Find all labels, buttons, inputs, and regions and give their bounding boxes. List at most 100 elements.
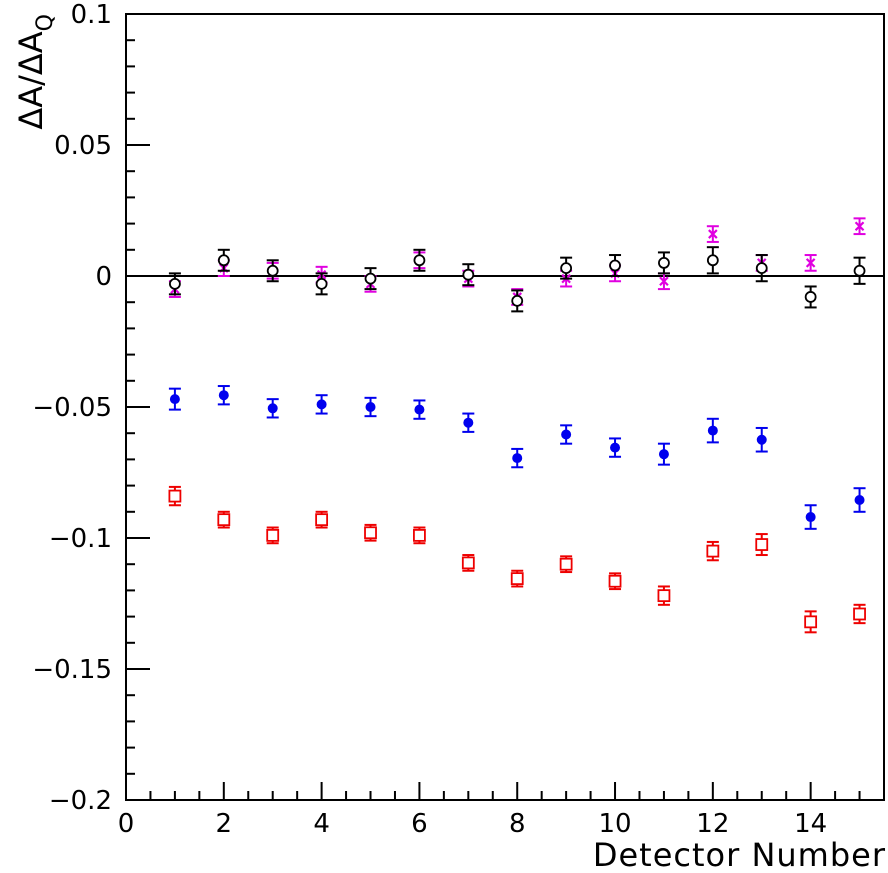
data-point	[413, 248, 426, 272]
marker-open-circle	[511, 294, 524, 307]
x-tick-label: 4	[313, 809, 330, 839]
data-point	[853, 217, 866, 236]
y-axis-label: ΔA/ΔAQ	[12, 14, 58, 130]
y-axis-label-subscript: Q	[33, 14, 58, 31]
marker-open-circle	[706, 254, 719, 267]
data-point	[804, 285, 817, 309]
marker-filled-circle	[561, 429, 572, 440]
marker-open-square	[804, 615, 818, 629]
marker-cross	[854, 221, 865, 231]
series-open-circle	[168, 246, 866, 313]
data-point	[168, 272, 181, 296]
series-filled-circle	[168, 385, 866, 530]
data-point	[461, 554, 475, 572]
x-axis-label: Detector Number	[593, 836, 886, 873]
axis-ticks	[125, 13, 885, 801]
marker-open-square	[559, 557, 573, 571]
data-point	[755, 426, 768, 453]
y-tick-label: 0.1	[71, 0, 112, 30]
marker-open-circle	[217, 254, 230, 267]
marker-open-circle	[364, 272, 377, 285]
marker-open-circle	[755, 262, 768, 275]
marker-filled-circle	[658, 449, 669, 460]
y-axis-label-main: ΔA/ΔA	[12, 31, 50, 129]
x-tick-label: 14	[794, 809, 827, 839]
y-tick-label: −0.05	[32, 393, 112, 423]
marker-open-circle	[560, 262, 573, 275]
data-point	[706, 540, 720, 562]
marker-open-square	[853, 607, 866, 621]
data-point	[706, 417, 719, 444]
plot-frame	[125, 13, 885, 801]
data-point	[657, 585, 671, 606]
marker-cross	[659, 276, 669, 287]
marker-cross	[708, 229, 718, 239]
marker-open-square	[413, 528, 426, 542]
marker-open-square	[608, 574, 622, 588]
data-point	[413, 399, 426, 420]
marker-open-circle	[169, 277, 181, 290]
data-point	[413, 526, 426, 545]
marker-open-square	[364, 526, 377, 540]
data-point	[804, 610, 818, 634]
y-tick-labels: 0.1 0.05 0 −0.05 −0.1 −0.15 −0.2	[32, 0, 112, 816]
data-point	[608, 572, 622, 591]
data-point	[706, 246, 719, 275]
x-tick-label: 8	[509, 809, 526, 839]
x-tick-label: 2	[216, 809, 233, 839]
marker-open-circle	[658, 256, 670, 269]
data-point	[657, 251, 670, 275]
x-tick-label: 0	[118, 809, 135, 839]
data-point	[315, 510, 329, 529]
marker-filled-circle	[805, 512, 816, 523]
data-point	[364, 523, 377, 542]
data-point	[364, 396, 377, 418]
data-point	[609, 254, 622, 277]
marker-filled-circle	[463, 417, 474, 428]
series-open-square	[168, 485, 866, 634]
marker-open-square	[755, 538, 769, 551]
data-point	[559, 555, 573, 574]
x-tick-labels: 0 2 4 6 8 10 12 14	[118, 809, 827, 839]
data-points	[168, 217, 866, 634]
y-tick-label: 0.05	[54, 131, 112, 161]
y-tick-label: 0	[95, 262, 112, 292]
data-point	[511, 289, 524, 313]
marker-filled-circle	[218, 390, 229, 401]
data-point	[168, 485, 182, 507]
marker-open-square	[510, 572, 524, 586]
marker-open-square	[168, 489, 182, 503]
marker-filled-circle	[267, 403, 278, 414]
marker-open-circle	[853, 264, 866, 277]
marker-filled-circle	[610, 442, 621, 453]
data-point	[217, 385, 230, 406]
data-point	[266, 398, 279, 419]
marker-filled-circle	[756, 434, 767, 445]
data-point	[853, 487, 866, 513]
data-point	[853, 256, 866, 285]
data-point	[755, 533, 769, 557]
data-point	[364, 267, 377, 291]
marker-filled-circle	[512, 453, 523, 464]
data-point	[510, 569, 524, 588]
data-point	[853, 603, 866, 625]
data-point	[511, 447, 524, 469]
data-point	[266, 526, 280, 545]
data-point	[266, 259, 279, 283]
marker-open-circle	[266, 264, 279, 277]
data-point	[804, 254, 817, 272]
marker-open-square	[217, 513, 231, 527]
marker-open-square	[266, 528, 280, 542]
data-point	[217, 248, 230, 272]
marker-open-circle	[315, 277, 328, 290]
data-point	[168, 387, 181, 411]
y-tick-label: −0.15	[32, 655, 112, 685]
marker-open-circle	[609, 259, 621, 272]
data-point	[657, 442, 670, 466]
marker-filled-circle	[365, 402, 376, 412]
marker-open-square	[657, 589, 671, 603]
marker-open-square	[706, 544, 720, 558]
data-point	[804, 504, 817, 530]
marker-open-square	[461, 556, 475, 570]
